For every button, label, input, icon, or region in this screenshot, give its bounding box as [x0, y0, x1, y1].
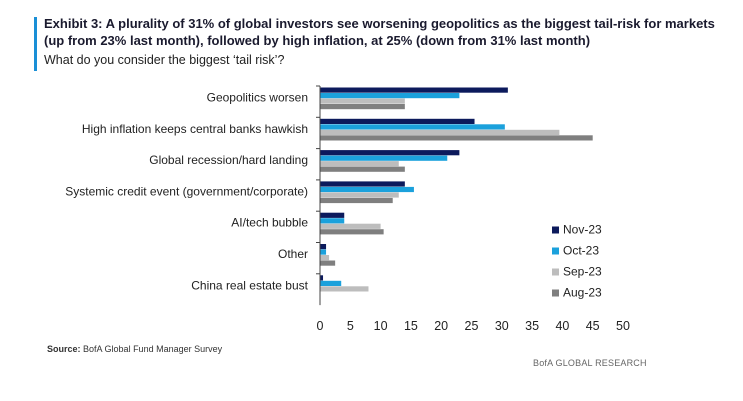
bar-ai-tech-bubble-sep-23	[320, 223, 381, 229]
x-tick-label-30: 30	[495, 319, 509, 333]
bar-other-oct-23	[320, 249, 327, 255]
bar-geopolitics-worsen-sep-23	[320, 98, 405, 104]
bar-china-real-estate-bust-oct-23	[320, 280, 342, 286]
bar-global-recession-hard-landing-nov-23	[320, 150, 460, 156]
bar-other-aug-23	[320, 260, 336, 266]
bar-geopolitics-worsen-nov-23	[320, 87, 508, 93]
bar-high-inflation-keeps-central-banks-hawkish-sep-23	[320, 129, 560, 135]
legend-label-nov-23: Nov-23	[563, 223, 602, 237]
chart-title: Exhibit 3: A plurality of 31% of global …	[44, 16, 715, 48]
x-tick-label-35: 35	[525, 319, 539, 333]
source-label: Source:	[47, 344, 81, 354]
bar-ai-tech-bubble-oct-23	[320, 218, 345, 224]
x-tick-label-45: 45	[586, 319, 600, 333]
chart-subtitle: What do you consider the biggest ‘tail r…	[44, 53, 285, 67]
brand-footer: BofA GLOBAL RESEARCH	[533, 358, 647, 368]
category-label-geopolitics-worsen: Geopolitics worsen	[207, 91, 308, 105]
bar-high-inflation-keeps-central-banks-hawkish-aug-23	[320, 135, 593, 141]
bar-global-recession-hard-landing-aug-23	[320, 166, 405, 172]
bar-high-inflation-keeps-central-banks-hawkish-oct-23	[320, 124, 505, 130]
bar-systemic-credit-event-government-corporate-oct-23	[320, 186, 414, 193]
source-note: Source: BofA Global Fund Manager Survey	[47, 344, 222, 354]
legend-swatch-oct-23	[552, 247, 559, 255]
bar-global-recession-hard-landing-oct-23	[320, 155, 448, 161]
category-label-other: Other	[278, 247, 308, 261]
bar-china-real-estate-bust-sep-23	[320, 286, 369, 292]
legend-label-aug-23: Aug-23	[563, 286, 602, 300]
legend-swatch-nov-23	[552, 226, 559, 234]
x-tick-label-5: 5	[347, 319, 354, 333]
bar-systemic-credit-event-government-corporate-sep-23	[320, 192, 399, 198]
bar-ai-tech-bubble-aug-23	[320, 229, 384, 235]
legend-label-sep-23: Sep-23	[563, 265, 602, 279]
bar-china-real-estate-bust-nov-23	[320, 275, 324, 281]
x-tick-label-0: 0	[317, 319, 324, 333]
category-label-global-recession-hard-landing: Global recession/hard landing	[149, 153, 308, 167]
x-tick-label-25: 25	[465, 319, 479, 333]
bar-systemic-credit-event-government-corporate-nov-23	[320, 181, 405, 187]
title-accent-bar	[34, 17, 37, 71]
bar-global-recession-hard-landing-sep-23	[320, 161, 399, 167]
bar-high-inflation-keeps-central-banks-hawkish-nov-23	[320, 118, 475, 124]
x-tick-label-50: 50	[616, 319, 630, 333]
bar-geopolitics-worsen-oct-23	[320, 93, 460, 99]
source-text: BofA Global Fund Manager Survey	[83, 344, 223, 354]
bar-geopolitics-worsen-aug-23	[320, 104, 405, 110]
legend-swatch-sep-23	[552, 268, 559, 276]
legend-swatch-aug-23	[552, 289, 559, 297]
x-tick-label-20: 20	[434, 319, 448, 333]
x-tick-label-10: 10	[374, 319, 388, 333]
bar-ai-tech-bubble-nov-23	[320, 212, 345, 218]
bar-other-nov-23	[320, 244, 327, 250]
x-tick-label-40: 40	[555, 319, 569, 333]
category-label-china-real-estate-bust: China real estate bust	[191, 278, 308, 292]
bar-other-sep-23	[320, 255, 330, 261]
bar-systemic-credit-event-government-corporate-aug-23	[320, 197, 393, 204]
legend-label-oct-23: Oct-23	[563, 244, 599, 258]
category-label-high-inflation-keeps-central-banks-hawkish: High inflation keeps central banks hawki…	[82, 122, 308, 136]
category-label-systemic-credit-event-government-corporate: Systemic credit event (government/corpor…	[65, 184, 308, 198]
x-tick-label-15: 15	[404, 319, 418, 333]
category-label-ai-tech-bubble: AI/tech bubble	[231, 216, 308, 230]
